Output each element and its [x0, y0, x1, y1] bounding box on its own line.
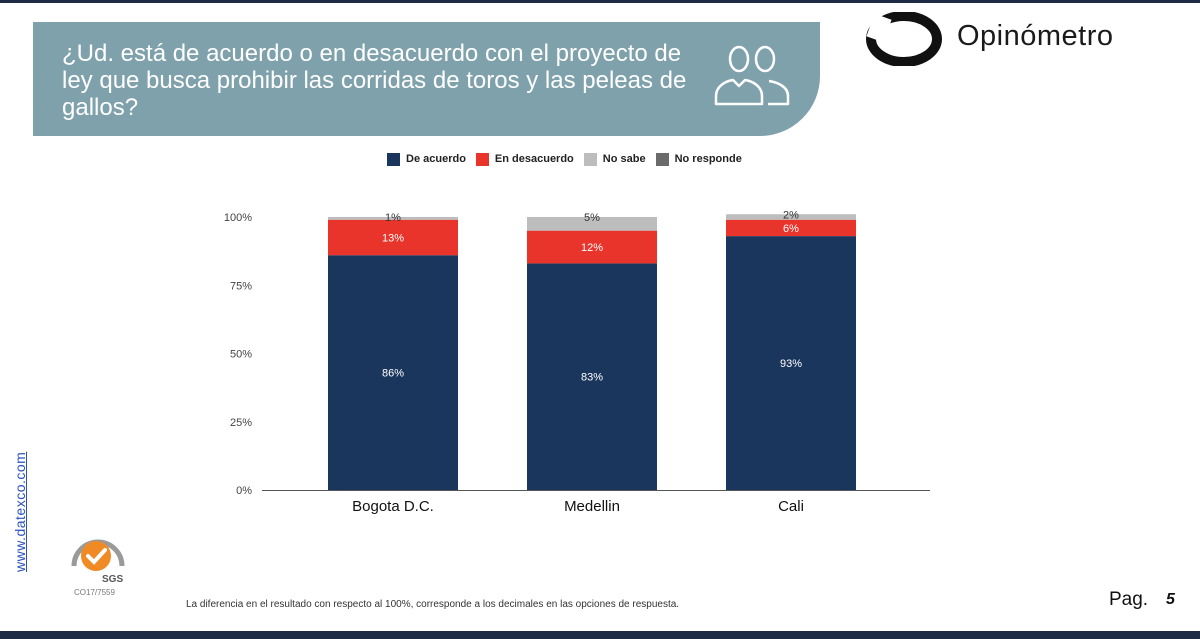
sgs-certification-badge-icon: SGS — [71, 539, 125, 585]
y-tick-label: 75% — [230, 280, 252, 292]
bar-segment-no-sabe — [726, 214, 856, 220]
x-category-label: Cali — [778, 498, 804, 515]
legend-label: No sabe — [602, 153, 646, 165]
data-label: 1% — [385, 212, 401, 224]
page-number: 5 — [1166, 591, 1175, 608]
legend-item-de-acuerdo: De acuerdo — [387, 152, 466, 166]
y-tick-label: 50% — [230, 349, 252, 361]
bar-segment-en-desacuerdo — [328, 219, 458, 256]
y-tick-label: 25% — [230, 417, 252, 429]
bar-segment-en-desacuerdo — [726, 219, 856, 237]
data-label: 83% — [581, 372, 603, 384]
bar-segment-de-acuerdo — [328, 255, 458, 490]
x-category-label: Bogota D.C. — [352, 498, 434, 515]
svg-text:SGS: SGS — [102, 574, 123, 585]
top-border — [0, 0, 1200, 3]
page-label: Pag. — [1109, 589, 1149, 610]
data-label: 93% — [780, 358, 802, 370]
datexco-website-link[interactable]: www.datexco.com — [12, 451, 28, 572]
legend-label: No responde — [674, 153, 742, 165]
legend-item-en-desacuerdo: En desacuerdo — [475, 152, 574, 166]
y-tick-label: 100% — [224, 212, 252, 224]
legend-swatch — [655, 152, 669, 166]
legend-swatch — [583, 152, 597, 166]
certification-code: CO17/7559 — [74, 588, 115, 597]
footnote: La diferencia en el resultado con respec… — [186, 599, 680, 610]
chart-legend: De acuerdo En desacuerdo No sabe No resp… — [387, 150, 742, 168]
data-label: 5% — [584, 212, 600, 224]
legend-swatch — [387, 152, 400, 166]
bar-segment-de-acuerdo — [726, 236, 856, 490]
brand-name: Opinómetro — [957, 20, 1114, 52]
legend-item-no-responde: No responde — [655, 152, 742, 166]
bar-segment-en-desacuerdo — [527, 230, 657, 264]
question-banner — [33, 22, 820, 136]
x-category-label: Medellin — [564, 498, 620, 515]
bottom-border — [0, 631, 1200, 639]
bar-segment-de-acuerdo — [527, 263, 657, 490]
opinometro-o-logo-icon — [866, 12, 942, 66]
data-label: 13% — [382, 232, 404, 244]
data-label: 2% — [783, 209, 799, 221]
legend-swatch — [475, 152, 489, 166]
question-title: ¿Ud. está de acuerdo o en desacuerdo con… — [62, 40, 687, 121]
legend-label: En desacuerdo — [494, 153, 574, 165]
bar-segment-no-sabe — [328, 217, 458, 220]
data-label: 6% — [783, 223, 799, 235]
data-label: 86% — [382, 368, 404, 380]
bar-segment-no-sabe — [527, 217, 657, 231]
legend-label: De acuerdo — [406, 153, 466, 165]
people-group-icon — [714, 45, 790, 106]
legend-item-no-sabe: No sabe — [583, 152, 646, 166]
data-label: 12% — [581, 242, 603, 254]
y-tick-label: 0% — [236, 485, 252, 497]
